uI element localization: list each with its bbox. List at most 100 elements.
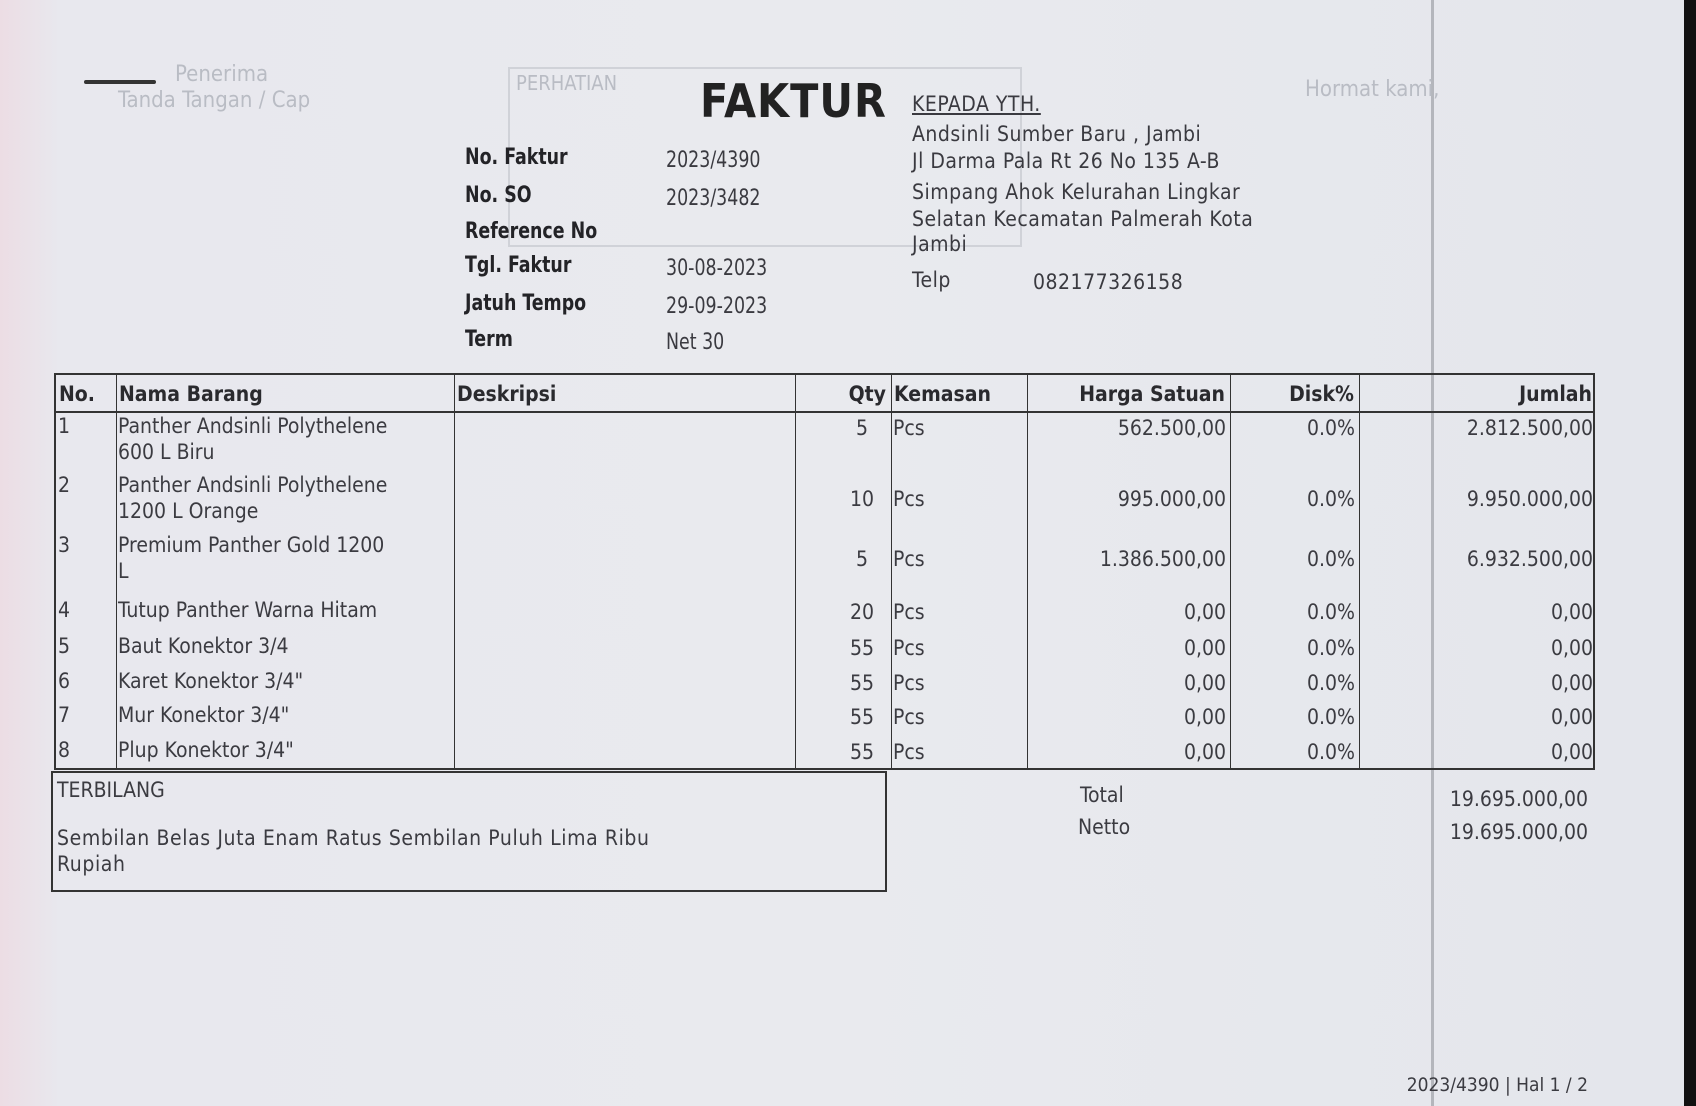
item-unit: Pcs: [893, 416, 925, 440]
item-total: 6.932.500,00: [1466, 547, 1593, 571]
item-no: 6: [58, 669, 71, 693]
column-header: Qty: [848, 382, 886, 406]
address-line: Selatan Kecamatan Palmerah Kota: [912, 207, 1254, 231]
terbilang-label: TERBILANG: [57, 778, 165, 802]
column-header: Harga Satuan: [1079, 382, 1225, 406]
item-price: 562.500,00: [1117, 416, 1226, 440]
stapler-mark: [84, 80, 156, 84]
item-price: 0,00: [1183, 600, 1226, 624]
item-name: L: [118, 559, 129, 583]
item-total: 2.812.500,00: [1466, 416, 1593, 440]
item-qty: 5: [855, 416, 869, 440]
item-qty: 55: [849, 705, 875, 729]
item-name: 600 L Biru: [118, 440, 215, 464]
item-no: 7: [58, 703, 71, 727]
netto-label: Netto: [1078, 815, 1131, 839]
notice-label: PERHATIAN: [516, 71, 618, 95]
item-disc: 0.0%: [1307, 547, 1355, 571]
column-header: Jumlah: [1519, 382, 1592, 406]
item-total: 0,00: [1550, 740, 1593, 764]
item-total: 9.950.000,00: [1466, 487, 1593, 511]
field-label: Reference No: [465, 219, 598, 244]
table-row: 2 Panther Andsinli Polythelene 1200 L Oran…: [56, 472, 1593, 532]
item-name: Premium Panther Gold 1200: [118, 533, 385, 557]
item-qty: 55: [849, 740, 875, 764]
field-label: Tgl. Faktur: [465, 253, 572, 278]
table-row: 6 Karet Konektor 3/4" 55 Pcs 0,00 0.0% 0,00: [56, 668, 1593, 702]
signature-label: Tanda Tangan / Cap: [118, 88, 311, 113]
item-price: 0,00: [1183, 636, 1226, 660]
item-no: 4: [58, 598, 71, 622]
item-qty: 55: [849, 671, 875, 695]
invoice-title: FAKTUR: [700, 74, 887, 128]
column-header: Kemasan: [894, 382, 991, 406]
table-row: 1 Panther Andsinli Polythelene 600 L Biru 5…: [56, 413, 1593, 472]
item-name: Tutup Panther Warna Hitam: [118, 598, 378, 622]
field-value: Net 30: [666, 330, 725, 355]
notice-box: PERHATIAN: [508, 67, 1022, 247]
item-no: 1: [58, 414, 71, 438]
address-line: Andsinli Sumber Baru , Jambi: [912, 122, 1202, 146]
column-header: Deskripsi: [457, 382, 557, 406]
column-header: No.: [59, 382, 95, 406]
column-divider: [1230, 375, 1231, 768]
item-disc: 0.0%: [1307, 600, 1355, 624]
item-name: Karet Konektor 3/4": [118, 669, 304, 693]
item-disc: 0.0%: [1307, 636, 1355, 660]
field-label: Jatuh Tempo: [465, 291, 587, 316]
receiver-label: Penerima: [175, 62, 269, 87]
phone-number: 082177326158: [1033, 270, 1184, 294]
item-price: 0,00: [1183, 705, 1226, 729]
table-row: 3 Premium Panther Gold 1200 L 5 Pcs 1.386.500…: [56, 532, 1593, 597]
item-total: 0,00: [1550, 636, 1593, 660]
item-total: 0,00: [1550, 671, 1593, 695]
field-label: Term: [465, 327, 513, 352]
item-name: Baut Konektor 3/4: [118, 634, 289, 658]
item-name: Panther Andsinli Polythelene: [118, 414, 388, 438]
item-price: 1.386.500,00: [1099, 547, 1226, 571]
field-label: No. SO: [465, 183, 532, 208]
item-unit: Pcs: [893, 547, 925, 571]
column-divider: [795, 375, 796, 768]
item-qty: 20: [849, 600, 875, 624]
item-qty: 5: [855, 547, 869, 571]
item-unit: Pcs: [893, 705, 925, 729]
item-disc: 0.0%: [1307, 416, 1355, 440]
item-disc: 0.0%: [1307, 705, 1355, 729]
item-price: 995.000,00: [1117, 487, 1226, 511]
total-value: 19.695.000,00: [1449, 787, 1588, 811]
item-price: 0,00: [1183, 740, 1226, 764]
item-no: 8: [58, 738, 71, 762]
fold-line: [1431, 0, 1434, 1106]
terbilang-box: TERBILANG Sembilan Belas Juta Enam Ratus…: [51, 771, 887, 892]
item-price: 0,00: [1183, 671, 1226, 695]
regards-label: Hormat kami,: [1305, 77, 1440, 102]
address-line: Jl Darma Pala Rt 26 No 135 A-B: [912, 149, 1220, 173]
column-divider: [1027, 375, 1028, 768]
column-divider: [116, 375, 117, 768]
item-total: 0,00: [1550, 705, 1593, 729]
item-no: 5: [58, 634, 71, 658]
table-row: 5 Baut Konektor 3/4 55 Pcs 0,00 0.0% 0,00: [56, 633, 1593, 668]
recipient-heading: KEPADA YTH.: [912, 92, 1041, 116]
items-table: No. Nama Barang Deskripsi Qty Kemasan Harga S…: [54, 373, 1595, 770]
field-value: 29-09-2023: [666, 294, 768, 319]
column-header: Disk%: [1289, 382, 1354, 406]
item-unit: Pcs: [893, 740, 925, 764]
item-no: 3: [58, 533, 71, 557]
item-disc: 0.0%: [1307, 487, 1355, 511]
item-unit: Pcs: [893, 636, 925, 660]
netto-value: 19.695.000,00: [1449, 820, 1588, 844]
page-reference: 2023/4390 | Hal 1 / 2: [1406, 1074, 1588, 1096]
header-divider: [56, 411, 1593, 413]
item-name: Panther Andsinli Polythelene: [118, 473, 388, 497]
item-name: Mur Konektor 3/4": [118, 703, 290, 727]
address-line: Jambi: [912, 232, 968, 256]
item-disc: 0.0%: [1307, 740, 1355, 764]
item-unit: Pcs: [893, 671, 925, 695]
column-divider: [454, 375, 455, 768]
column-header: Nama Barang: [119, 382, 263, 406]
terbilang-line: Rupiah: [57, 852, 126, 876]
total-label: Total: [1080, 783, 1124, 807]
